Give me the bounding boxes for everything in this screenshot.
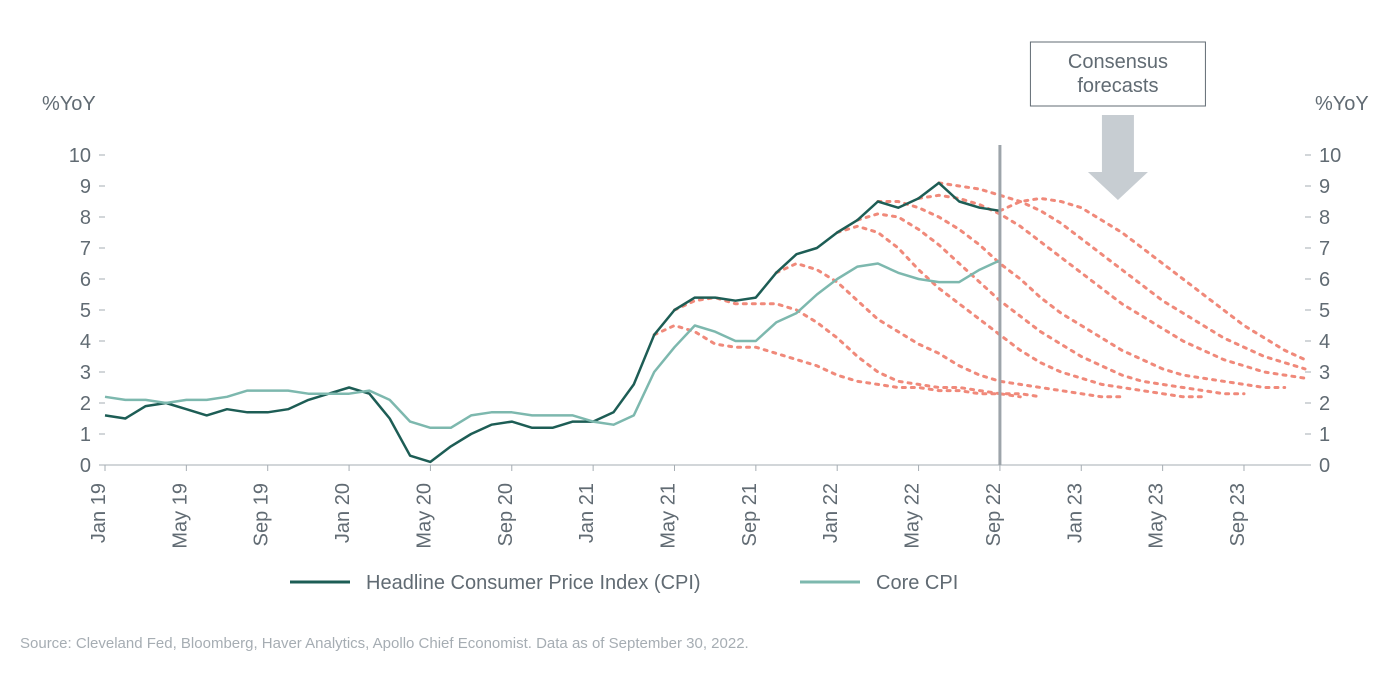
ytick-label-left: 3	[80, 362, 91, 384]
cpi-chart: 0 0 1 1 2 2 3 3 4 4 5 5 6 6 7 7 8 8 9 9 10 10 Jan 19 May 19 Sep …	[0, 0, 1384, 675]
xtick-label: May 19	[169, 483, 191, 549]
legend-label: Core CPI	[876, 572, 958, 594]
forecast-line	[1000, 198, 1305, 359]
forecast-arrow-stem	[1102, 115, 1134, 172]
ytick-label-left: 6	[80, 269, 91, 291]
ytick-label-left: 8	[80, 207, 91, 229]
yaxis-label-right: %YoY	[1315, 93, 1369, 115]
xtick-label: Jan 21	[576, 483, 598, 543]
xtick-label: Sep 21	[739, 483, 761, 546]
xtick-label: May 22	[902, 483, 924, 549]
ytick-label-right: 4	[1319, 331, 1330, 353]
ytick-label-right: 5	[1319, 300, 1330, 322]
xtick-label: Sep 22	[983, 483, 1005, 546]
xtick-label: Jan 23	[1064, 483, 1086, 543]
xtick-label: Jan 22	[820, 483, 842, 543]
ytick-label-right: 6	[1319, 269, 1330, 291]
xtick-label: Sep 19	[251, 483, 273, 546]
xtick-label: Jan 19	[88, 483, 110, 543]
ytick-label-left: 5	[80, 300, 91, 322]
ytick-label-right: 2	[1319, 393, 1330, 415]
headline-cpi-line	[105, 183, 1000, 462]
ytick-label-right: 9	[1319, 176, 1330, 198]
yaxis-label-left: %YoY	[42, 93, 96, 115]
ytick-label-right: 1	[1319, 424, 1330, 446]
xtick-label: Sep 23	[1227, 483, 1249, 546]
forecast-callout-text: Consensus	[1068, 51, 1168, 73]
xtick-label: May 23	[1146, 483, 1168, 549]
ytick-label-left: 4	[80, 331, 91, 353]
ytick-label-left: 0	[80, 455, 91, 477]
forecast-line	[919, 195, 1305, 378]
legend-label: Headline Consumer Price Index (CPI)	[366, 572, 701, 594]
ytick-label-left: 2	[80, 393, 91, 415]
ytick-label-right: 7	[1319, 238, 1330, 260]
forecast-callout-text: forecasts	[1077, 75, 1158, 97]
ytick-label-right: 10	[1319, 145, 1341, 167]
xtick-label: May 20	[413, 483, 435, 549]
ytick-label-left: 1	[80, 424, 91, 446]
ytick-label-right: 0	[1319, 455, 1330, 477]
xtick-label: Sep 20	[495, 483, 517, 546]
source-text: Source: Cleveland Fed, Bloomberg, Haver …	[20, 635, 749, 652]
ytick-label-right: 8	[1319, 207, 1330, 229]
xtick-label: May 21	[657, 483, 679, 549]
ytick-label-left: 9	[80, 176, 91, 198]
xtick-label: Jan 20	[332, 483, 354, 543]
ytick-label-left: 7	[80, 238, 91, 260]
ytick-label-left: 10	[69, 145, 91, 167]
forecast-arrow-head	[1088, 172, 1148, 200]
core-cpi-line	[105, 260, 1000, 427]
ytick-label-right: 3	[1319, 362, 1330, 384]
